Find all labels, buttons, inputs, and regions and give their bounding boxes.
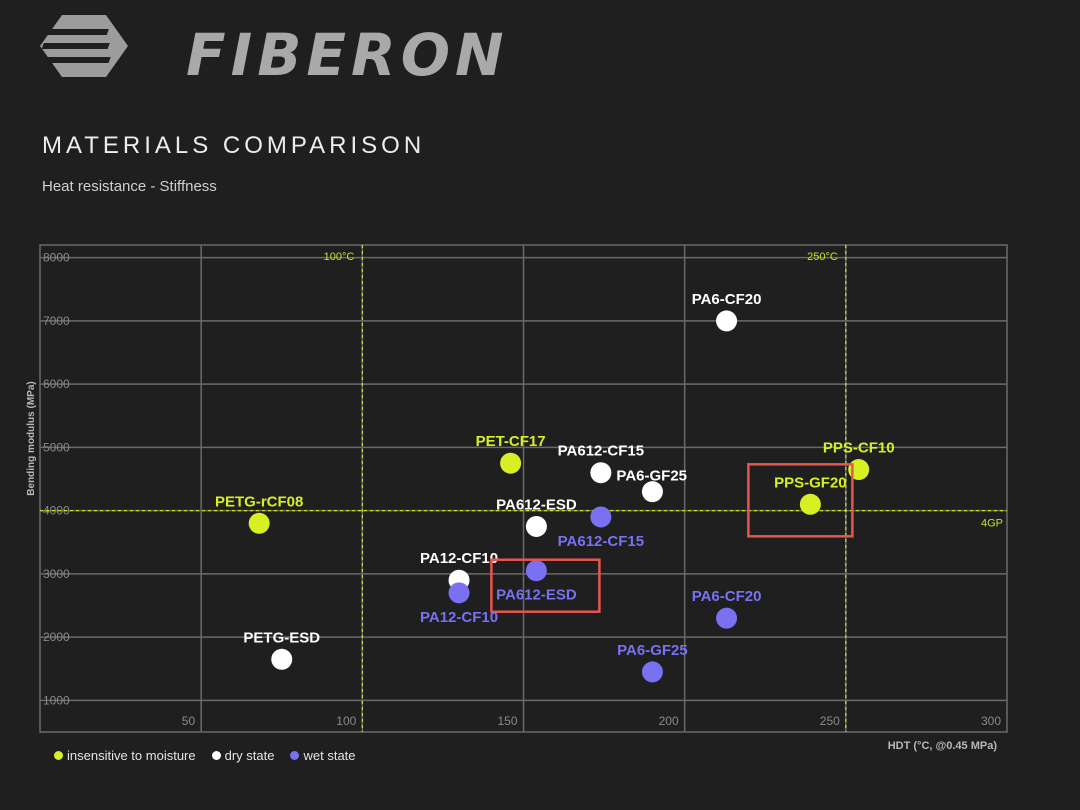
x-tick-label: 100	[336, 714, 356, 728]
data-label: PA12-CF10	[420, 609, 498, 626]
y-tick-label: 1000	[43, 693, 70, 707]
data-point-wet	[641, 661, 663, 683]
data-point-insensitive	[500, 452, 522, 474]
data-label: PA612-ESD	[496, 496, 577, 513]
data-label: PA6-GF25	[617, 642, 688, 659]
x-tick-label: 250	[820, 714, 840, 728]
reference-line-label: 100°C	[324, 251, 355, 263]
x-tick-label: 50	[182, 714, 196, 728]
y-tick-label: 8000	[43, 251, 70, 265]
data-label: PA6-CF20	[692, 588, 762, 605]
y-tick-label: 7000	[43, 314, 70, 328]
x-tick-label: 200	[659, 714, 679, 728]
data-label: PA12-CF10	[420, 550, 498, 567]
x-tick-label: 300	[981, 714, 1001, 728]
highlight-box	[490, 558, 601, 613]
data-label: PETG-ESD	[243, 629, 320, 646]
page-subtitle: Heat resistance - Stiffness	[42, 178, 217, 195]
data-point-dry	[590, 462, 612, 484]
reference-line-label: 250°C	[807, 251, 838, 263]
legend-label-insensitive: insensitive to moisture	[67, 748, 196, 763]
data-label: PA6-GF25	[616, 468, 687, 485]
data-label: PETG-rCF08	[215, 493, 303, 510]
data-label: PA612-ESD	[496, 587, 577, 604]
legend-item-wet: wet state	[290, 748, 356, 763]
data-label: PPS-CF10	[823, 440, 895, 457]
legend-item-dry: dry state	[211, 748, 275, 763]
data-point-dry	[525, 515, 547, 537]
highlight-box	[747, 463, 854, 538]
y-tick-label: 5000	[43, 440, 70, 454]
data-point-wet	[590, 506, 612, 528]
y-tick-label: 2000	[43, 630, 70, 644]
legend-dot-wet	[290, 751, 300, 760]
data-point-dry	[641, 481, 663, 503]
y-tick-label: 3000	[43, 567, 70, 581]
reference-line-label: 4GP	[981, 518, 1003, 530]
page-title: MATERIALS COMPARISON	[42, 132, 426, 159]
fiberon-logo-icon	[40, 15, 128, 77]
x-axis-label: HDT (°C, @0.45 MPa)	[888, 740, 998, 752]
legend-label-dry: dry state	[224, 748, 275, 763]
data-point-insensitive	[799, 493, 821, 515]
data-point-dry	[271, 648, 293, 670]
legend-item-insensitive: insensitive to moisture	[54, 748, 196, 763]
data-label: PA612-CF15	[558, 443, 644, 460]
data-point-insensitive	[248, 512, 270, 534]
fiberon-logo: FIBERON	[40, 12, 504, 84]
data-point-wet	[448, 582, 470, 604]
data-point-wet	[525, 560, 547, 582]
chart-legend: insensitive to moisture dry state wet st…	[54, 748, 356, 763]
data-label: PA6-CF20	[692, 291, 762, 308]
data-point-wet	[716, 607, 738, 629]
legend-label-wet: wet state	[303, 748, 356, 763]
data-label: PA612-CF15	[558, 533, 644, 550]
y-axis-label: Bending modulus (MPa)	[26, 381, 37, 495]
y-tick-label: 4000	[43, 504, 70, 518]
brand-name: FIBERON	[186, 21, 509, 89]
data-label: PPS-GF20	[774, 474, 847, 491]
x-tick-label: 150	[497, 714, 517, 728]
data-label: PET-CF17	[476, 433, 546, 450]
legend-dot-insensitive	[54, 751, 63, 760]
y-tick-label: 6000	[43, 377, 70, 391]
data-point-dry	[716, 310, 738, 332]
legend-dot-dry	[211, 751, 221, 760]
